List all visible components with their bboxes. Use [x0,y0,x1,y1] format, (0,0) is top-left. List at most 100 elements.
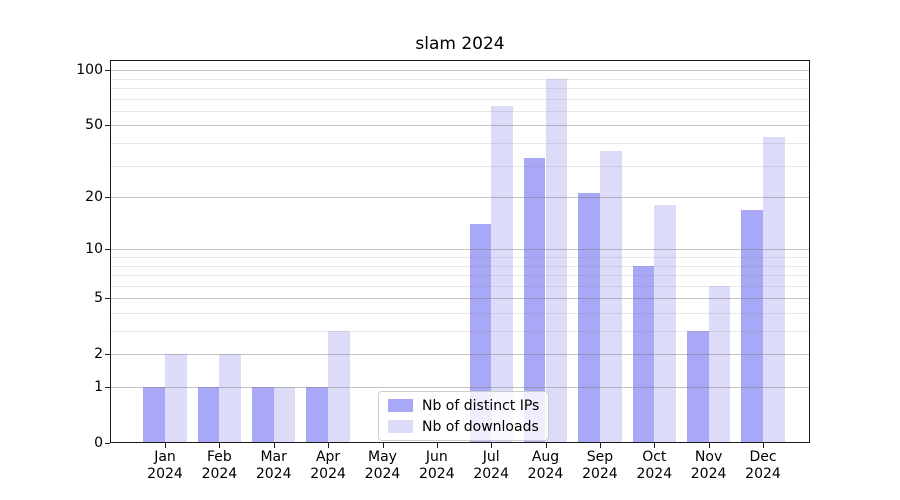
bar-distinct-ips-jan [143,387,165,443]
x-label-month: Aug [531,449,560,465]
x-tick-jul [491,443,493,448]
y-tick-1 [105,387,110,388]
gridline-major-5 [110,298,810,300]
x-label-month: May [368,449,397,465]
gridline-major-50 [110,125,810,127]
y-tick-100 [105,70,110,72]
gridline-minor-80 [110,88,810,89]
gridline-minor-30 [110,165,810,167]
x-tick-aug [545,443,547,448]
gridline-minor-9 [110,257,810,258]
x-tick-oct [654,443,656,448]
x-label-year: 2024 [636,466,673,482]
x-label-month: Dec [749,449,777,465]
bar-downloads-nov [708,285,731,443]
gridline-minor-40 [110,143,810,144]
y-tick-label-5: 5 [94,290,103,307]
chart-title: slam 2024 [415,34,505,54]
x-tick-label-feb: Feb 2024 [181,449,257,483]
x-label-year: 2024 [582,466,618,482]
x-label-year: 2024 [255,466,292,482]
x-label-month: Nov [694,449,723,465]
y-tick-label-2: 2 [94,346,103,363]
y-axis: 0 1 2 5 10 20 50 100 [55,60,103,451]
gridline-minor-60 [110,110,810,112]
legend-item-distinct-ips: Nb of distinct IPs [388,396,539,415]
bar-distinct-ips-sep [578,193,600,443]
x-tick-jan [165,443,166,448]
bar-downloads-aug [545,78,568,443]
x-tick-feb [219,443,221,448]
x-label-year: 2024 [147,466,183,482]
bar-distinct-ips-dec [741,209,763,443]
bar-distinct-ips-jul [469,224,492,443]
x-label-month: Mar [260,449,287,465]
gridline-major-100 [110,70,810,72]
x-tick-apr [328,443,330,448]
x-label-year: 2024 [201,466,238,482]
bar-distinct-ips-aug [523,158,546,443]
bar-downloads-feb [219,354,242,443]
y-tick-label-20: 20 [85,189,103,206]
gridline-major-1 [110,387,810,388]
x-tick-may [382,443,384,448]
bar-distinct-ips-feb [197,387,220,443]
y-tick-label-1: 1 [94,379,103,395]
x-label-year: 2024 [690,466,727,482]
y-tick-label-0: 0 [94,435,103,451]
x-tick-label-mar: Mar 2024 [236,449,312,483]
x-tick-label-apr: Apr 2024 [290,449,366,483]
x-tick-dec [763,443,764,448]
y-tick-50 [105,125,110,127]
y-tick-5 [105,298,110,300]
gridline-minor-6 [110,285,810,287]
gridline-minor-8 [110,265,810,267]
x-tick-label-jul: Jul 2024 [453,449,529,483]
x-tick-nov [708,443,710,448]
gridline-minor-3 [110,331,810,332]
x-tick-label-aug: Aug 2024 [508,449,584,483]
x-label-year: 2024 [527,466,564,482]
x-label-month: Jul [482,449,500,465]
bar-downloads-apr [328,331,350,443]
bar-distinct-ips-nov [686,331,709,443]
bar-downloads-sep [599,151,622,443]
bar-downloads-jan [165,354,187,443]
x-label-month: Apr [315,449,341,465]
x-tick-label-jun: Jun 2024 [399,449,475,483]
legend-swatch-distinct-ips [388,399,413,412]
x-label-month: Oct [642,449,667,465]
x-tick-label-sep: Sep 2024 [562,449,638,483]
x-tick-mar [273,443,275,448]
gridline-major-20 [110,197,810,199]
x-tick-label-may: May 2024 [345,449,421,483]
bar-distinct-ips-apr [306,387,329,443]
legend-label-downloads: Nb of downloads [422,418,539,435]
y-tick-0 [105,443,110,444]
x-tick-label-nov: Nov 2024 [671,449,747,483]
plot-area [110,60,810,443]
legend-item-downloads: Nb of downloads [388,417,539,436]
y-tick-label-10: 10 [85,241,103,258]
x-label-month: Jan [154,449,176,465]
y-tick-2 [105,354,110,356]
bar-downloads-dec [763,137,785,443]
legend-label-distinct-ips: Nb of distinct IPs [422,397,540,414]
gridline-minor-90 [110,78,810,80]
bar-distinct-ips-mar [252,387,274,443]
bar-downloads-jul [491,105,513,443]
x-label-month: Sep [586,449,614,465]
gridline-minor-7 [110,275,810,276]
x-label-year: 2024 [745,466,781,482]
x-label-month: Jun [425,449,448,465]
x-tick-label-dec: Dec 2024 [725,449,801,483]
x-tick-sep [599,443,601,448]
x-tick-label-oct: Oct 2024 [616,449,692,483]
legend: Nb of distinct IPs Nb of downloads [378,391,550,441]
y-tick-label-100: 100 [76,62,103,79]
x-label-year: 2024 [473,466,509,482]
y-tick-20 [105,197,110,199]
bar-distinct-ips-oct [632,265,655,443]
y-tick-label-50: 50 [85,117,103,134]
